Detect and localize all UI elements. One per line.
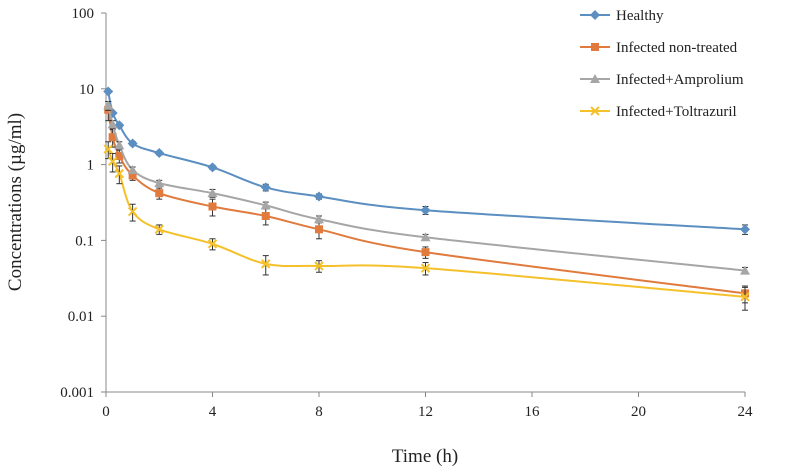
x-tick-label: 0: [102, 404, 110, 420]
x-tick-label: 8: [315, 404, 323, 420]
data-point-stroke: [420, 263, 431, 273]
data-point: [115, 151, 124, 160]
x-axis-title: Time (h): [392, 446, 458, 467]
data-point-stroke: [740, 292, 750, 302]
data-point: [260, 182, 271, 193]
y-tick-label: 0.01: [68, 309, 94, 325]
data-point: [103, 86, 114, 97]
legend-label: Infected+Toltrazuril: [616, 104, 737, 120]
data-point: [207, 162, 218, 173]
legend-marker: [591, 43, 599, 51]
series-2: [104, 100, 749, 304]
data-point: [114, 168, 125, 179]
data-point: [107, 156, 118, 167]
y-axis-title: Concentrations (µg/ml): [5, 113, 26, 291]
data-point: [315, 225, 323, 234]
data-point: [127, 164, 138, 174]
data-point: [127, 206, 138, 217]
data-point: [103, 100, 114, 110]
data-point-stroke: [127, 206, 138, 217]
data-point: [108, 133, 117, 142]
data-point: [208, 202, 217, 211]
data-point: [421, 248, 430, 257]
series-layer: [103, 86, 750, 311]
legend-item-2: Infected non-treated: [580, 40, 738, 56]
data-point: [420, 263, 431, 273]
legend-label: Infected non-treated: [616, 40, 738, 56]
x-tick-label: 16: [525, 404, 541, 420]
legend-label: Healthy: [616, 8, 664, 24]
series-3: [103, 100, 750, 275]
x-tick-label: 24: [738, 404, 754, 420]
data-point-stroke: [107, 156, 118, 167]
data-point: [420, 205, 431, 216]
data-point: [114, 140, 125, 150]
data-point-stroke: [114, 168, 125, 179]
data-point-stroke: [103, 144, 113, 154]
legend-label: Infected+Amprolium: [616, 72, 744, 88]
error-bar: [742, 286, 748, 311]
data-point: [107, 119, 118, 129]
data-point: [155, 189, 164, 198]
data-point: [314, 261, 324, 271]
data-point: [103, 144, 113, 154]
y-tick-label: 0.1: [75, 233, 94, 249]
x-tick-label: 4: [209, 404, 217, 420]
data-point: [314, 214, 324, 224]
legend-item-4: Infected+Toltrazuril: [580, 104, 737, 120]
data-point: [740, 224, 750, 235]
legend-item-1: Healthy: [580, 8, 664, 24]
data-point-stroke: [261, 259, 271, 269]
data-point: [314, 191, 324, 202]
data-point: [207, 239, 218, 249]
legend-marker: [590, 74, 600, 83]
series-4: [103, 141, 750, 311]
data-point: [740, 292, 750, 302]
data-point: [261, 259, 271, 269]
y-tick-label: 100: [72, 6, 95, 22]
data-point-stroke: [314, 261, 324, 271]
x-tick-label: 12: [418, 404, 433, 420]
data-point: [154, 224, 164, 235]
legend-item-3: Infected+Amprolium: [580, 72, 744, 88]
y-tick-label: 10: [79, 82, 94, 98]
data-point-stroke: [154, 224, 164, 235]
data-point: [154, 148, 165, 159]
series-line: [107, 105, 746, 272]
y-tick-label: 0.001: [60, 385, 94, 401]
x-tick-label: 20: [631, 404, 646, 420]
data-point-stroke: [207, 239, 218, 249]
legend-marker: [590, 106, 600, 116]
legend-marker: [590, 10, 600, 20]
data-point: [154, 178, 165, 188]
data-point: [740, 265, 750, 275]
series-1: [103, 86, 750, 235]
data-point: [127, 138, 138, 149]
y-tick-label: 1: [87, 158, 95, 174]
series-line: [107, 148, 746, 298]
data-point: [261, 211, 270, 220]
ticks: 0 4 8 12 16 20 24 0.001 0.01 0.1 1 10 100: [60, 6, 753, 420]
data-point: [260, 200, 271, 210]
legend: Healthy Infected non-treated Infected+Ampr…: [580, 8, 744, 120]
data-point: [128, 171, 137, 180]
legend-marker-stroke: [590, 106, 600, 116]
data-point: [207, 188, 218, 198]
data-point: [420, 232, 431, 242]
